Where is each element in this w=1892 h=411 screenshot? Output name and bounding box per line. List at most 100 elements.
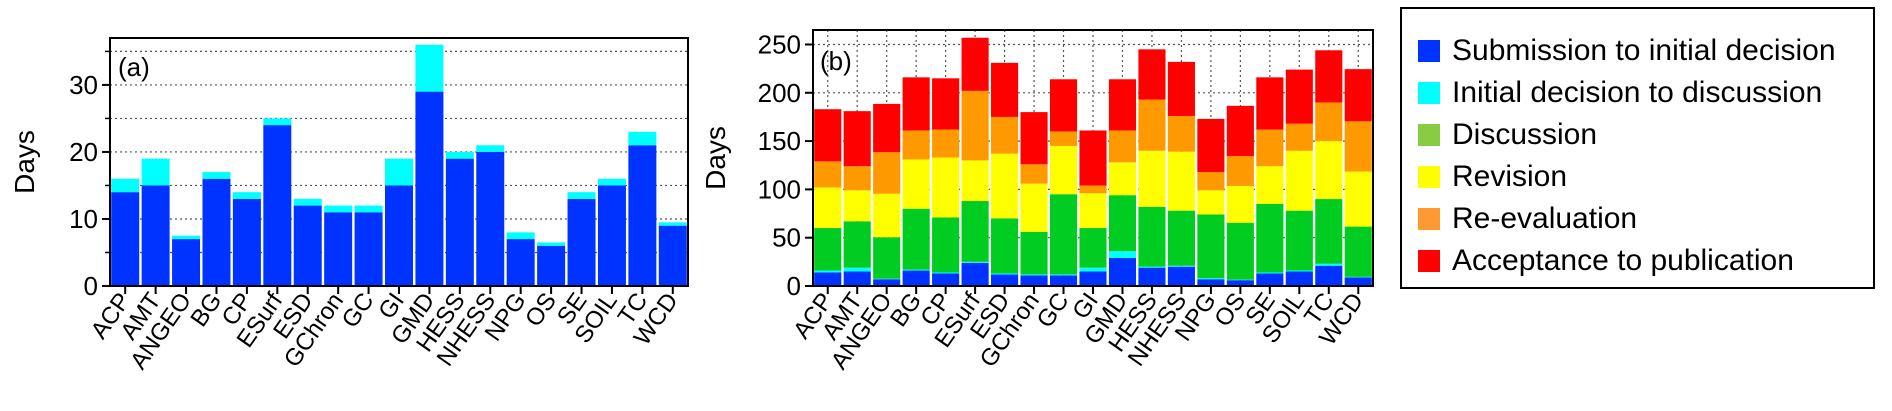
- bar-esurf-series-1: [961, 261, 989, 263]
- bar-hess-series-5: [1138, 49, 1166, 100]
- bar-wcd-series-4: [1344, 121, 1372, 172]
- bar-wcd-series-3: [1344, 171, 1372, 227]
- legend-item-re-evaluation: Re-evaluation: [1418, 199, 1637, 239]
- bar-hess-series-1: [445, 151, 474, 159]
- bar-amt-series-0: [843, 271, 871, 286]
- legend-label-acceptance: Acceptance to publication: [1452, 244, 1794, 277]
- bar-soil-series-5: [1285, 69, 1313, 124]
- bar-gchron-series-3: [1020, 183, 1048, 232]
- bar-bg-series-2: [902, 208, 930, 270]
- bar-npg-series-3: [1197, 190, 1225, 215]
- bar-se-series-0: [567, 198, 596, 286]
- bar-tc-series-0: [628, 145, 657, 286]
- bar-soil-series-1: [1285, 270, 1313, 272]
- bar-angeo-series-0: [172, 239, 201, 286]
- bar-angeo-series-4: [873, 152, 901, 194]
- bar-soil-series-2: [1285, 210, 1313, 271]
- y-tick-label: 150: [758, 126, 801, 156]
- bar-amt-series-5: [843, 111, 871, 167]
- bar-angeo-series-5: [873, 103, 901, 153]
- bar-bg-series-3: [902, 159, 930, 209]
- bar-gc-series-2: [1049, 194, 1078, 275]
- bar-wcd-series-2: [1344, 226, 1372, 277]
- bar-wcd-series-5: [1344, 69, 1372, 122]
- y-tick-label: 50: [772, 223, 801, 253]
- bar-se-series-1: [567, 192, 596, 199]
- bar-nhess-series-0: [476, 151, 505, 286]
- legend-label-revision: Revision: [1452, 160, 1568, 193]
- bar-gchron-series-5: [1020, 112, 1048, 165]
- bar-esurf-series-0: [961, 262, 989, 286]
- bar-tc-series-1: [1315, 263, 1343, 266]
- bar-cp-series-5: [932, 78, 960, 130]
- bar-gchron-series-2: [1020, 231, 1048, 275]
- bar-se-series-2: [1256, 203, 1284, 273]
- bar-cp-series-0: [932, 273, 960, 286]
- bar-npg-series-4: [1197, 172, 1225, 191]
- legend-item-initial-decision: Initial decision to discussion: [1418, 73, 1822, 113]
- legend-label-submission: Submission to initial decision: [1452, 34, 1836, 67]
- bar-cp-series-2: [932, 217, 960, 273]
- bar-amt-series-1: [843, 267, 871, 272]
- bar-npg-series-2: [1197, 214, 1225, 279]
- bar-wcd-series-0: [658, 225, 687, 286]
- bar-gi-series-5: [1079, 130, 1107, 186]
- bar-nhess-series-3: [1167, 151, 1195, 211]
- bar-cp-series-0: [232, 198, 261, 286]
- legend-swatch-acceptance: [1418, 250, 1440, 272]
- y-axis-label: Days: [700, 126, 731, 190]
- bar-npg-series-0: [506, 239, 535, 286]
- bar-nhess-series-1: [476, 145, 505, 152]
- bar-angeo-series-1: [172, 235, 201, 240]
- legend-swatch-re-evaluation: [1418, 208, 1440, 230]
- bar-se-series-5: [1256, 77, 1284, 130]
- legend-item-discussion: Discussion: [1418, 115, 1597, 155]
- bar-gchron-series-1: [1020, 274, 1048, 276]
- bar-amt-series-2: [843, 221, 871, 268]
- bar-esd-series-0: [293, 205, 322, 286]
- bar-gc-series-0: [354, 212, 383, 286]
- bar-soil-series-0: [597, 185, 626, 286]
- bar-esd-series-3: [991, 153, 1019, 219]
- legend-swatch-initial-decision: [1418, 82, 1440, 104]
- bar-esurf-series-2: [961, 200, 989, 262]
- legend-label-re-evaluation: Re-evaluation: [1452, 202, 1638, 235]
- bar-soil-series-1: [597, 178, 626, 186]
- bar-os-series-0: [1226, 280, 1254, 286]
- bar-hess-series-4: [1138, 99, 1166, 151]
- panel-b-chart: 050100150200250ACPAMTANGEOBGCPESurfESDGC…: [700, 29, 1374, 374]
- bar-esurf-series-5: [961, 37, 989, 91]
- bar-esurf-series-3: [961, 160, 989, 201]
- bar-gmd-series-5: [1108, 79, 1137, 131]
- bar-npg-series-1: [506, 232, 535, 240]
- bar-tc-series-3: [1315, 141, 1343, 200]
- bar-nhess-series-4: [1167, 115, 1195, 152]
- bar-esd-series-1: [293, 198, 322, 206]
- bar-gi-series-0: [1079, 271, 1107, 286]
- bar-os-series-5: [1226, 105, 1254, 157]
- bar-acp-series-3: [814, 187, 842, 229]
- bar-angeo-series-0: [873, 279, 901, 286]
- bar-gi-series-1: [1079, 267, 1107, 272]
- bar-os-series-2: [1226, 222, 1254, 280]
- x-tick-label-gc: GC: [337, 288, 380, 333]
- legend-item-submission: Submission to initial decision: [1418, 31, 1836, 71]
- legend-swatch-submission: [1418, 40, 1440, 62]
- bar-os-series-3: [1226, 186, 1254, 223]
- bar-gc-series-1: [1049, 274, 1078, 276]
- bar-bg-series-1: [202, 172, 231, 179]
- y-tick-label: 20: [69, 137, 98, 167]
- bar-acp-series-0: [111, 192, 140, 286]
- bar-hess-series-0: [1138, 267, 1166, 286]
- bar-esd-series-5: [991, 62, 1019, 117]
- panel-label: (a): [118, 52, 150, 82]
- bar-gmd-series-2: [1108, 195, 1137, 252]
- legend-label-initial-decision: Initial decision to discussion: [1452, 76, 1823, 109]
- bar-gchron-series-4: [1020, 164, 1048, 184]
- bar-bg-series-0: [902, 270, 930, 286]
- bar-esurf-series-0: [263, 125, 292, 286]
- bar-gchron-series-1: [324, 205, 353, 213]
- bar-gmd-series-4: [1108, 130, 1137, 163]
- y-tick-label: 0: [787, 271, 801, 301]
- bar-soil-series-4: [1285, 123, 1313, 151]
